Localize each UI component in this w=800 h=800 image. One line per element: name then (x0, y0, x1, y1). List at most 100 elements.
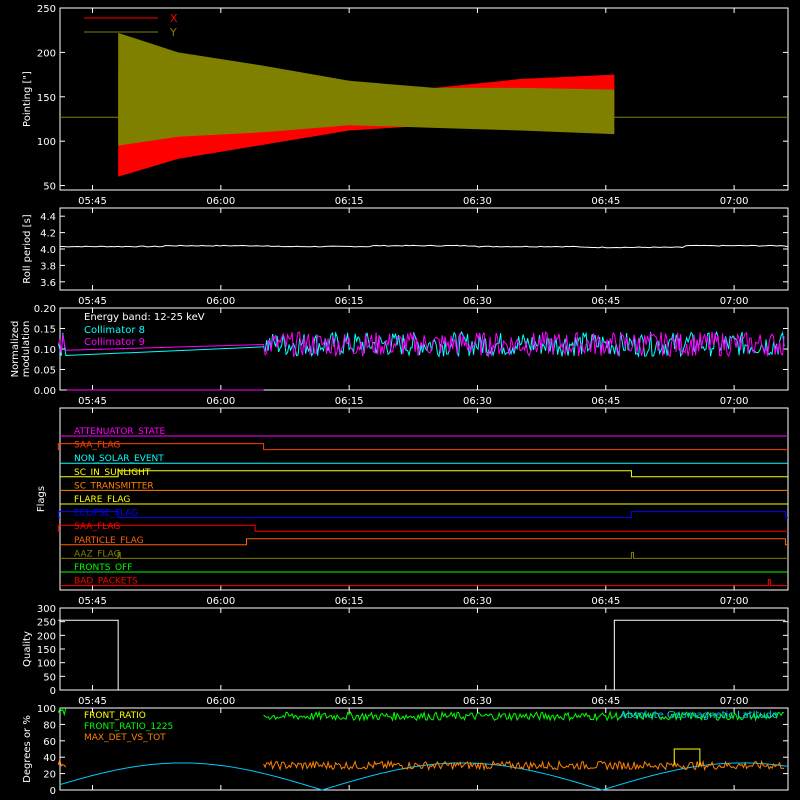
y-axis-label: Flags (36, 486, 47, 512)
time-tick-label: 06:30 (463, 196, 492, 207)
time-tick-label: 06:30 (463, 396, 492, 407)
time-tick-label: 06:45 (591, 396, 620, 407)
y-tick-label: 200 (37, 48, 56, 59)
y-axis-label-line: Normalized (10, 321, 21, 378)
ratio-legend-label: FRONT_RATIO (84, 711, 146, 721)
time-tick-label: 06:15 (335, 196, 364, 207)
y-pointing-band (118, 32, 615, 146)
time-tick-label: 06:45 (591, 196, 620, 207)
y-tick-label: 0.15 (34, 325, 56, 336)
flag-label: NON_SOLAR_EVENT (74, 454, 164, 464)
geomagnetic-latitude-line (59, 762, 789, 791)
y-tick-label: 150 (37, 93, 56, 104)
y-tick-label: 100 (37, 659, 56, 670)
flag-label: AAZ_FLAG (74, 549, 121, 559)
plot-frame (59, 407, 789, 591)
y-axis-label: Normalizedmodulation (10, 321, 32, 378)
pointing-panel: Pointing ["] 50 100 150 200 250 XY (22, 4, 789, 193)
y-tick-label: 0.10 (34, 345, 56, 356)
y-tick-label: 20 (43, 770, 56, 781)
time-tick-label: 05:45 (78, 396, 107, 407)
y-tick-label: 0 (50, 686, 56, 697)
time-tick-label: 05:45 (78, 196, 107, 207)
modulation-series-1 (57, 330, 785, 391)
flag-label: SC_TRANSMITTER (74, 481, 154, 491)
y-tick-label: 300 (37, 604, 56, 615)
plot-frame (59, 207, 789, 291)
y-tick-label: 50 (43, 672, 56, 683)
time-tick-label: 06:00 (206, 296, 235, 307)
legend-label: Y (169, 26, 177, 39)
y-axis-label: Pointing ["] (22, 71, 33, 127)
time-tick-label: 06:45 (591, 596, 620, 607)
time-tick-label: 05:45 (78, 296, 107, 307)
y-tick-label: 100 (37, 704, 56, 715)
y-tick-label: 150 (37, 645, 56, 656)
ratio-series-2 (57, 759, 785, 772)
time-tick-label: 05:45 (78, 696, 107, 707)
ratio-legend-label: MAX_DET_VS_TOT (84, 733, 166, 743)
modulation-legend-label: Collimator 8 (84, 325, 145, 336)
y-tick-label: 0.05 (34, 366, 56, 377)
ratio-panel: Degrees or % 0 20 40 60 80 100 FRONT_RATIOFRONT… (22, 704, 789, 797)
modulation-legend-label: Collimator 9 (84, 337, 145, 348)
time-tick-label: 07:00 (720, 296, 749, 307)
roll-period-panel: Roll period [s] 3.6 3.8 4.0 4.2 4.4 (22, 207, 789, 291)
y-tick-label: 4.0 (40, 245, 56, 256)
plot-frame (59, 707, 789, 791)
flag-label: FRONTS_OFF (74, 563, 132, 573)
flag-trace (60, 538, 788, 546)
time-tick-label: 07:00 (720, 596, 749, 607)
ratio-series-1 (57, 707, 785, 722)
y-tick-label: 200 (37, 631, 56, 642)
flag-label: FLARE_FLAG (74, 495, 130, 505)
time-tick-label: 07:00 (720, 696, 749, 707)
time-tick-label: 07:00 (720, 396, 749, 407)
roll-period-line (59, 244, 789, 249)
ratio-legend-label: Absolute Geomagnetic Latitude (620, 710, 778, 721)
time-tick-label: 06:15 (335, 296, 364, 307)
y-axis-label-line: modulation (21, 321, 32, 378)
y-tick-label: 4.4 (40, 212, 56, 223)
y-tick-label: 4.2 (40, 229, 56, 240)
flags-panel: Flags ATTENUATOR_STATE SAA_FLAG NON_SOLAR_E… (36, 407, 789, 591)
time-tick-label: 06:30 (463, 696, 492, 707)
energy-band-annotation: Energy band: 12-25 keV (84, 312, 205, 323)
front-ratio-step (673, 748, 701, 766)
y-tick-label: 60 (43, 737, 56, 748)
modulation-series-2 (57, 331, 785, 391)
y-axis-label: Quality (22, 631, 33, 667)
y-tick-label: 100 (37, 137, 56, 148)
flag-label: SAA_FLAG (74, 441, 120, 451)
time-tick-label: 06:15 (335, 396, 364, 407)
flag-trace (57, 443, 788, 451)
flag-label: ATTENUATOR_STATE (74, 427, 166, 437)
ratio-legend-label: FRONT_RATIO_1225 (84, 722, 173, 732)
time-tick-label: 07:00 (720, 196, 749, 207)
flag-trace (60, 551, 788, 559)
y-tick-label: 250 (37, 618, 56, 629)
flag-label: BAD_PACKETS (74, 577, 138, 587)
y-tick-label: 0.00 (34, 386, 56, 397)
time-tick-label: 05:45 (78, 596, 107, 607)
time-tick-label: 06:00 (206, 396, 235, 407)
time-tick-label: 06:45 (591, 296, 620, 307)
legend-label: X (170, 12, 178, 25)
time-tick-label: 06:30 (463, 596, 492, 607)
time-tick-label: 06:45 (591, 696, 620, 707)
flag-label: SC_IN_SUNLIGHT (74, 468, 151, 478)
time-tick-label: 06:00 (206, 696, 235, 707)
y-tick-label: 50 (43, 182, 56, 193)
y-axis-label: Roll period [s] (22, 214, 33, 283)
flag-trace (60, 579, 788, 587)
flag-trace (57, 524, 788, 532)
y-axis-label: Degrees or % (22, 715, 33, 783)
plot-frame (59, 7, 789, 191)
quality-line (58, 619, 786, 691)
y-tick-label: 3.6 (40, 278, 56, 289)
flag-trace (60, 470, 788, 478)
time-tick-label: 06:30 (463, 296, 492, 307)
y-tick-label: 3.8 (40, 261, 56, 272)
flag-label: PARTICLE_FLAG (74, 536, 144, 546)
y-tick-label: 80 (43, 720, 56, 731)
